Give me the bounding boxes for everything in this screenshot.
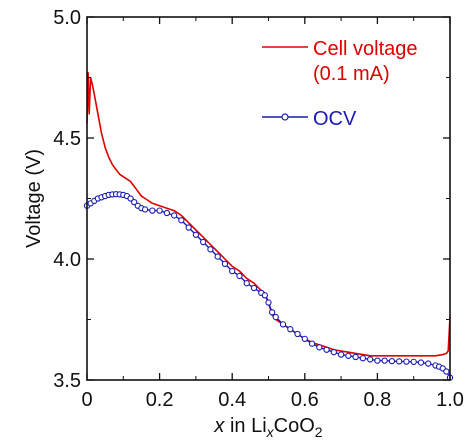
data-point-ocv xyxy=(163,209,171,217)
x-axis-title-sub1: x xyxy=(266,424,275,440)
data-point-ocv xyxy=(229,267,236,275)
data-point-ocv xyxy=(323,346,330,353)
x-axis-title-italic: x xyxy=(213,415,225,437)
data-point-ocv xyxy=(207,246,214,253)
x-axis-title: x in LixCoO2 xyxy=(213,415,322,440)
data-point-ocv xyxy=(381,357,388,364)
data-point-ocv xyxy=(243,280,250,287)
x-axis-title-mid: CoO xyxy=(274,415,315,437)
data-point-ocv xyxy=(330,349,337,356)
data-point-ocv xyxy=(156,207,163,214)
data-point-ocv xyxy=(200,238,207,246)
data-point-ocv xyxy=(294,330,301,338)
data-point-ocv xyxy=(352,353,359,361)
legend-cell-sublabel: (0.1 mA) xyxy=(313,63,390,85)
x-tick-label: 0.8 xyxy=(363,389,391,411)
data-point-ocv xyxy=(192,231,200,238)
data-point-ocv xyxy=(316,344,323,351)
data-point-ocv xyxy=(265,299,272,306)
y-tick-label: 3.5 xyxy=(53,370,81,392)
x-tick-label: 0.2 xyxy=(146,389,174,411)
legend: Cell voltage (0.1 mA) OCV xyxy=(262,38,418,130)
x-tick-label: 0.6 xyxy=(291,389,319,411)
x-tick-label: 0 xyxy=(81,389,92,411)
data-point-ocv xyxy=(221,260,229,267)
x-tick-label: 1.0 xyxy=(436,389,464,411)
data-point-ocv xyxy=(301,335,308,343)
y-tick-label: 5.0 xyxy=(53,7,81,29)
data-point-ocv xyxy=(250,284,258,292)
data-point-ocv xyxy=(443,368,450,375)
data-point-ocv xyxy=(388,357,396,365)
data-point-ocv xyxy=(345,352,352,359)
data-point-ocv xyxy=(425,360,432,367)
data-point-ocv xyxy=(410,358,417,365)
tick-layer: 0 0.2 0.4 0.6 0.8 1.0 3.5 4.0 4.5 5.0 xyxy=(53,7,464,411)
data-point-ocv xyxy=(127,195,134,202)
x-axis-title-sub2: 2 xyxy=(315,424,323,440)
legend-ocv-marker xyxy=(281,113,289,121)
data-point-ocv xyxy=(417,359,425,366)
data-point-ocv xyxy=(214,253,221,260)
x-tick-label: 0.4 xyxy=(218,389,246,411)
data-point-ocv xyxy=(261,292,269,299)
y-tick-label: 4.5 xyxy=(53,128,81,150)
data-point-ocv xyxy=(279,321,287,328)
data-point-ocv xyxy=(337,351,345,358)
data-point-ocv xyxy=(359,355,367,362)
y-tick-label: 4.0 xyxy=(53,249,81,271)
data-point-ocv xyxy=(272,313,279,321)
data-point-ocv xyxy=(141,206,149,213)
plot-frame xyxy=(86,16,451,381)
data-point-ocv xyxy=(131,198,138,206)
x-axis-title-text: in Li xyxy=(224,415,266,437)
y-axis-title: Voltage (V) xyxy=(23,149,45,248)
data-point-ocv xyxy=(287,326,294,333)
data-point-ocv xyxy=(185,224,192,231)
data-point-ocv xyxy=(178,217,185,224)
data-point-ocv xyxy=(268,309,276,316)
legend-cell-label: Cell voltage xyxy=(313,38,418,60)
legend-ocv-label: OCV xyxy=(313,108,357,130)
data-point-ocv xyxy=(149,207,156,214)
series-line-cell xyxy=(86,71,451,357)
series-layer xyxy=(83,71,454,381)
series-line-ocv xyxy=(86,193,451,378)
data-point-ocv xyxy=(308,340,316,347)
data-point-ocv xyxy=(403,358,410,365)
data-point-ocv xyxy=(374,357,381,364)
data-point-ocv xyxy=(236,272,243,280)
data-point-ocv xyxy=(396,358,403,365)
data-point-ocv xyxy=(170,212,178,219)
data-point-ocv xyxy=(366,356,374,363)
